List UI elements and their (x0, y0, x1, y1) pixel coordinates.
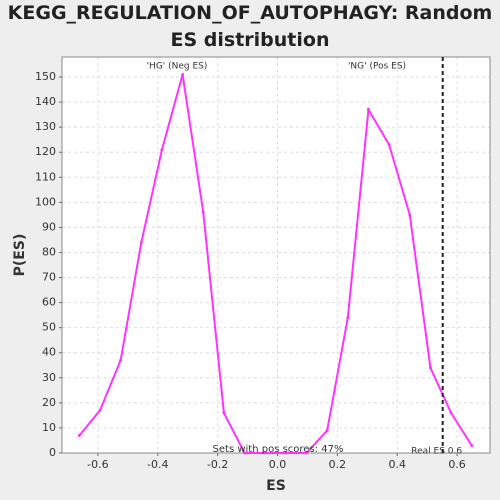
y-tick-label: 140 (35, 95, 56, 108)
x-tick-label: -0.2 (207, 458, 228, 471)
data-point (98, 408, 102, 412)
data-point (139, 240, 143, 244)
data-point (160, 148, 164, 152)
data-point (366, 108, 370, 112)
annotation: 'HG' (Neg ES) (147, 62, 208, 72)
reference-label: Real ES 0.6 (411, 447, 462, 457)
y-tick-label: 60 (42, 296, 56, 309)
data-point (77, 433, 81, 437)
annotation: Sets with pos scores: 47% (213, 444, 344, 455)
data-point (387, 143, 391, 147)
data-point (428, 366, 432, 370)
y-tick-label: 30 (42, 371, 56, 384)
data-line (78, 74, 473, 454)
data-point (284, 451, 288, 455)
x-tick-label: -0.4 (147, 458, 168, 471)
chart-title: KEGG_REGULATION_OF_AUTOPHAGY: Random ES … (7, 2, 493, 51)
x-tick-label: 0.6 (448, 458, 466, 471)
x-axis-label: ES (266, 478, 286, 494)
x-tick-label: -0.6 (87, 458, 108, 471)
data-point (201, 210, 205, 214)
annotation: 'NG' (Pos ES) (348, 62, 406, 72)
data-point (449, 411, 453, 415)
data-point (325, 428, 329, 432)
data-point (408, 213, 412, 217)
y-tick-label: 50 (42, 321, 56, 334)
data-point (222, 411, 226, 415)
y-tick-label: 70 (42, 271, 56, 284)
y-tick-label: 0 (49, 446, 56, 459)
y-tick-label: 130 (35, 120, 56, 133)
data-point (263, 451, 267, 455)
x-tick-label: 0.4 (388, 458, 406, 471)
data-point (305, 451, 309, 455)
x-tick-label: 0.2 (329, 458, 347, 471)
y-tick-label: 20 (42, 396, 56, 409)
y-axis-label: P(ES) (12, 234, 28, 277)
data-point (119, 358, 123, 362)
y-tick-label: 100 (35, 195, 56, 208)
plot-area (62, 57, 490, 453)
data-point (181, 73, 185, 77)
data-point (470, 443, 474, 447)
y-tick-label: 110 (35, 170, 56, 183)
y-tick-label: 80 (42, 245, 56, 258)
x-tick-label: 0.0 (269, 458, 287, 471)
y-tick-label: 120 (35, 145, 56, 158)
y-tick-label: 10 (42, 421, 56, 434)
data-point (243, 451, 247, 455)
y-tick-label: 150 (35, 70, 56, 83)
y-tick-label: 90 (42, 220, 56, 233)
y-tick-label: 40 (42, 346, 56, 359)
data-point (346, 316, 350, 320)
